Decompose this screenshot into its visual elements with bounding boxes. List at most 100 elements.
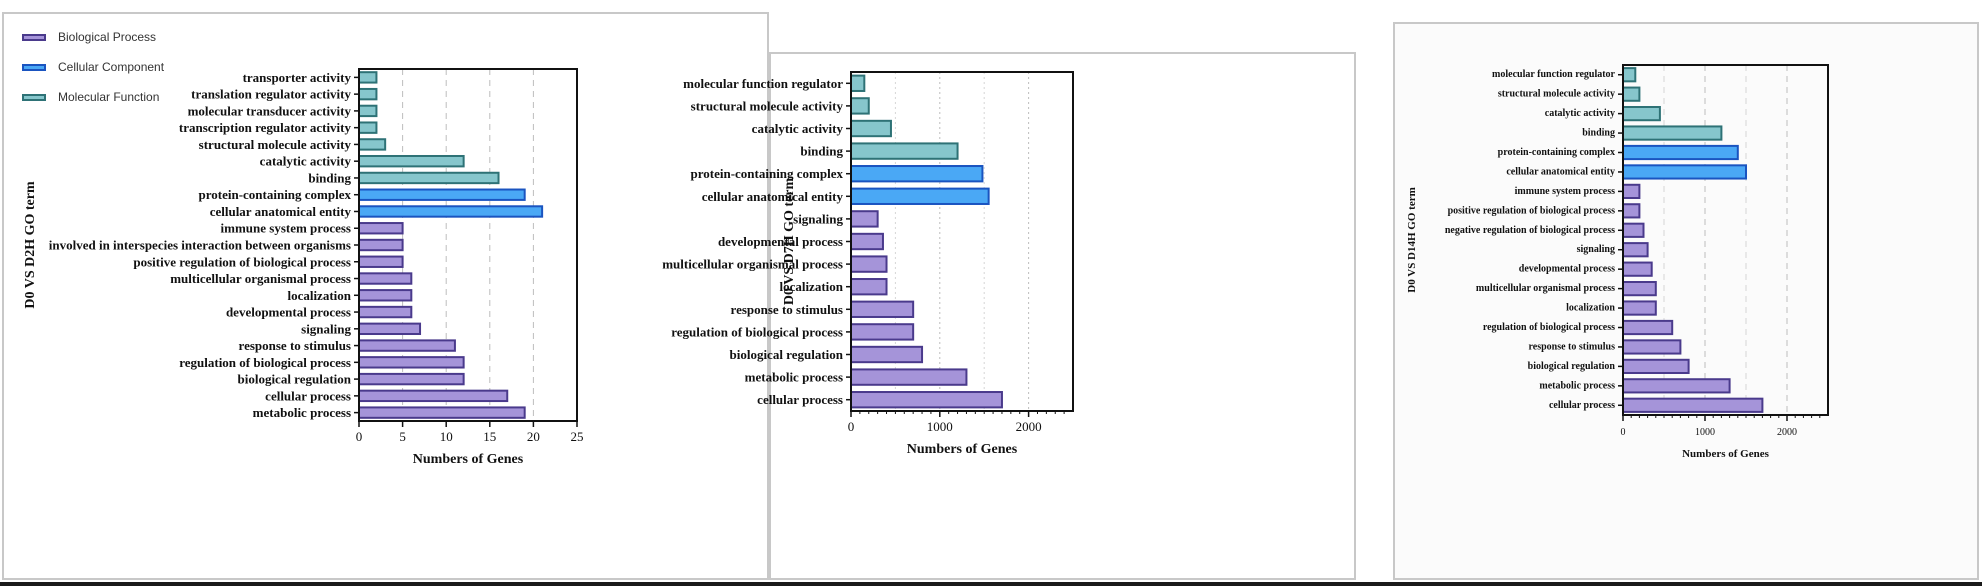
category-label: response to stimulus xyxy=(239,338,351,353)
bar-regulation-of-biological-process xyxy=(358,356,465,369)
legend-label: Molecular Function xyxy=(58,90,160,104)
legend-swatch-icon xyxy=(22,93,46,101)
category-label: involved in interspecies interaction bet… xyxy=(49,238,351,253)
category-label: metabolic process xyxy=(745,370,843,385)
category-label: positive regulation of biological proces… xyxy=(133,254,351,269)
y-axis-title: D0 VS D2H GO term xyxy=(23,181,38,309)
bar-signaling xyxy=(1622,242,1649,258)
chart-legend: Biological Process Cellular Component Mo… xyxy=(22,22,164,112)
category-label: cellular process xyxy=(757,392,843,407)
bar-signaling xyxy=(850,210,879,228)
category-label: localization xyxy=(1566,303,1615,314)
legend-item-molecular-function: Molecular Function xyxy=(22,82,164,112)
bar-biological-regulation xyxy=(1622,358,1690,374)
bar-transporter-activity xyxy=(358,71,378,84)
category-label: binding xyxy=(308,170,351,185)
category-label: molecular function regulator xyxy=(1492,69,1616,80)
bar-immune-system-process xyxy=(358,222,404,235)
category-label: biological regulation xyxy=(237,372,351,387)
category-label: metabolic process xyxy=(253,405,351,420)
bar-developmental-process xyxy=(358,305,413,319)
category-label: positive regulation of biological proces… xyxy=(1448,205,1616,216)
bar-cellular-process xyxy=(1622,397,1764,413)
legend-item-cellular-component: Cellular Component xyxy=(22,52,164,82)
bar-metabolic-process xyxy=(358,406,526,419)
bar-cellular-anatomical-entity xyxy=(1622,164,1747,180)
category-label: signaling xyxy=(793,211,843,226)
x-tick-label: 1000 xyxy=(927,419,953,434)
chart-d7h: molecular function regulator structural m… xyxy=(662,71,1074,457)
category-label: biological regulation xyxy=(729,347,843,362)
bar-response-to-stimulus xyxy=(1622,339,1682,355)
bar-negative-regulation-of-biological-process xyxy=(1622,222,1645,238)
category-label: signaling xyxy=(301,321,351,336)
x-tick-label: 0 xyxy=(848,419,855,434)
category-label: cellular anatomical entity xyxy=(210,204,352,219)
bar-multicellular-organismal-process xyxy=(850,255,888,273)
category-label: regulation of biological process xyxy=(1483,322,1615,333)
bar-metabolic-process xyxy=(850,368,968,386)
bar-catalytic-activity xyxy=(850,119,892,138)
bar-binding xyxy=(850,142,959,160)
bar-developmental-process xyxy=(850,232,884,251)
category-label: catalytic activity xyxy=(752,121,844,136)
bar-localization xyxy=(1622,300,1657,316)
bar-protein-containing-complex xyxy=(850,165,984,183)
bar-response-to-stimulus xyxy=(850,300,915,318)
bar-developmental-process xyxy=(1622,261,1653,277)
x-axis-title: Numbers of Genes xyxy=(907,442,1018,457)
category-label: binding xyxy=(800,144,843,159)
bar-multicellular-organismal-process xyxy=(1622,281,1657,297)
legend-label: Cellular Component xyxy=(58,60,165,74)
bar-biological-regulation xyxy=(358,372,465,386)
chart-d2h: transporter activity translation regulato… xyxy=(23,68,584,467)
category-label: localization xyxy=(779,279,843,294)
legend-label: Biological Process xyxy=(58,30,157,44)
bar-protein-containing-complex xyxy=(358,188,526,201)
category-label: signaling xyxy=(1577,244,1615,255)
bar-regulation-of-biological-process xyxy=(850,323,915,341)
bar-structural-molecule-activity xyxy=(850,97,870,115)
chart-panel-d2h: Biological Process Cellular Component Mo… xyxy=(2,12,769,580)
x-tick-label: 0 xyxy=(1621,427,1626,438)
bar-protein-containing-complex xyxy=(1622,144,1739,161)
legend-item-biological-process: Biological Process xyxy=(22,22,164,52)
x-tick-label: 20 xyxy=(527,429,540,444)
bar-binding xyxy=(1622,125,1723,141)
category-label: immune system process xyxy=(221,221,351,236)
y-axis-title: D0 VS D14H GO term xyxy=(1406,187,1418,293)
category-label: structural molecule activity xyxy=(1498,89,1615,100)
bar-regulation-of-biological-process xyxy=(1622,319,1674,336)
category-label: multicellular organismal process xyxy=(1476,283,1615,294)
bar-localization xyxy=(358,289,413,302)
category-label: immune system process xyxy=(1515,186,1615,197)
bar-translation-regulator-activity xyxy=(358,87,378,101)
category-label: multicellular organismal process xyxy=(662,257,843,272)
category-label: protein-containing complex xyxy=(690,166,843,181)
category-label: translation regulator activity xyxy=(191,87,351,102)
category-label: molecular function regulator xyxy=(683,76,843,91)
legend-swatch-icon xyxy=(22,63,46,71)
plot-frame xyxy=(850,71,1074,412)
category-label: molecular transducer activity xyxy=(188,103,352,118)
category-label: protein-containing complex xyxy=(198,187,351,202)
bar-binding xyxy=(358,171,500,185)
category-label: response to stimulus xyxy=(731,302,843,317)
category-label: developmental process xyxy=(718,234,843,249)
bar-catalytic-activity xyxy=(358,154,465,168)
category-label: binding xyxy=(1582,128,1615,139)
category-label: metabolic process xyxy=(1539,380,1615,391)
bar-cellular-anatomical-entity xyxy=(850,187,990,205)
plot-frame xyxy=(358,68,578,422)
category-label: developmental process xyxy=(1519,264,1615,275)
x-tick-label: 5 xyxy=(399,429,406,444)
bar-signaling xyxy=(358,322,422,336)
category-label: response to stimulus xyxy=(1529,341,1616,352)
bar-structural-molecule-activity xyxy=(1622,86,1641,102)
bar-positive-regulation-of-biological-process xyxy=(358,255,404,268)
category-label: cellular process xyxy=(1549,400,1615,411)
bar-response-to-stimulus xyxy=(358,339,456,352)
bar-positive-regulation-of-biological-process xyxy=(1622,203,1641,219)
bar-molecular-transducer-activity xyxy=(358,104,378,118)
bar-structural-molecule-activity xyxy=(358,138,387,151)
